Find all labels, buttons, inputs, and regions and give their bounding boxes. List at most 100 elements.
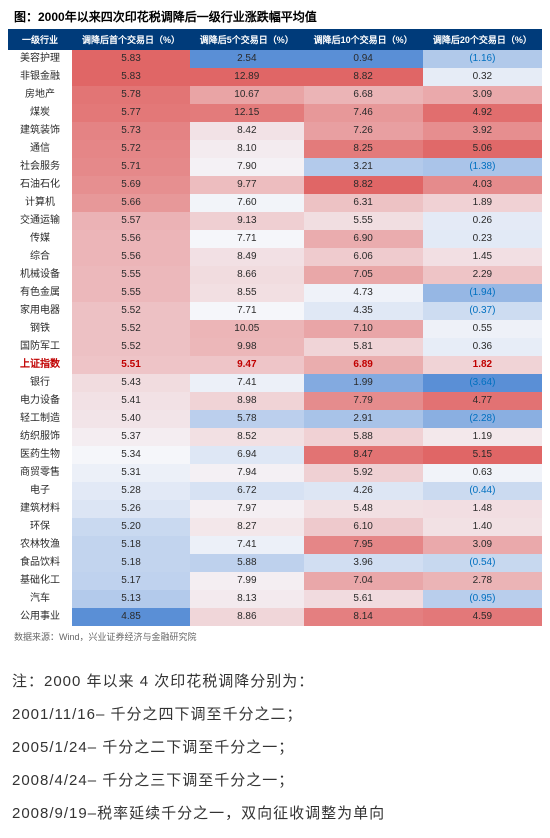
cell: 7.46 (304, 104, 423, 122)
row-label: 建筑材料 (8, 500, 72, 518)
cell: 6.72 (190, 482, 303, 500)
table-row: 交通运输5.579.135.550.26 (8, 212, 542, 230)
row-label: 农林牧渔 (8, 536, 72, 554)
cell: 5.52 (72, 302, 190, 320)
cell: 5.61 (304, 590, 423, 608)
note-line: 2001/11/16– 千分之四下调至千分之二； (12, 698, 538, 731)
row-label: 综合 (8, 248, 72, 266)
cell: 10.05 (190, 320, 303, 338)
cell: 0.36 (423, 338, 542, 356)
cell: 0.94 (304, 50, 423, 68)
cell: 4.73 (304, 284, 423, 302)
cell: 5.13 (72, 590, 190, 608)
table-row: 公用事业4.858.868.144.59 (8, 608, 542, 626)
cell: 8.25 (304, 140, 423, 158)
cell: 4.03 (423, 176, 542, 194)
table-row: 房地产5.7810.676.683.09 (8, 86, 542, 104)
table-row: 建筑装饰5.738.427.263.92 (8, 122, 542, 140)
table-row: 商贸零售5.317.945.920.63 (8, 464, 542, 482)
cell: 5.52 (72, 320, 190, 338)
cell: 8.55 (190, 284, 303, 302)
table-row: 环保5.208.276.101.40 (8, 518, 542, 536)
cell: 5.88 (190, 554, 303, 572)
cell: 1.19 (423, 428, 542, 446)
cell: 6.89 (304, 356, 423, 374)
table-row: 家用电器5.527.714.35(0.37) (8, 302, 542, 320)
cell: 5.17 (72, 572, 190, 590)
row-label: 轻工制造 (8, 410, 72, 428)
cell: 5.71 (72, 158, 190, 176)
note-line: 注：2000 年以来 4 次印花税调降分别为： (12, 665, 538, 698)
table-row: 上证指数5.519.476.891.82 (8, 356, 542, 374)
cell: 7.97 (190, 500, 303, 518)
cell: 2.54 (190, 50, 303, 68)
cell: 1.82 (423, 356, 542, 374)
table-row: 石油石化5.699.778.824.03 (8, 176, 542, 194)
cell: 5.56 (72, 248, 190, 266)
cell: (1.94) (423, 284, 542, 302)
cell: 8.27 (190, 518, 303, 536)
table-row: 建筑材料5.267.975.481.48 (8, 500, 542, 518)
row-label: 食品饮料 (8, 554, 72, 572)
row-label: 通信 (8, 140, 72, 158)
cell: 2.78 (423, 572, 542, 590)
cell: 8.13 (190, 590, 303, 608)
table-row: 社会服务5.717.903.21(1.38) (8, 158, 542, 176)
cell: 6.90 (304, 230, 423, 248)
row-label: 有色金属 (8, 284, 72, 302)
row-label: 石油石化 (8, 176, 72, 194)
row-label: 国防军工 (8, 338, 72, 356)
cell: 9.98 (190, 338, 303, 356)
cell: 3.09 (423, 86, 542, 104)
row-label: 上证指数 (8, 356, 72, 374)
cell: 7.41 (190, 374, 303, 392)
cell: 7.95 (304, 536, 423, 554)
cell: 8.86 (190, 608, 303, 626)
cell: 6.06 (304, 248, 423, 266)
cell: 7.79 (304, 392, 423, 410)
cell: 7.04 (304, 572, 423, 590)
cell: 9.13 (190, 212, 303, 230)
cell: 5.81 (304, 338, 423, 356)
cell: (0.54) (423, 554, 542, 572)
table-row: 煤炭5.7712.157.464.92 (8, 104, 542, 122)
cell: (1.16) (423, 50, 542, 68)
table-row: 电子5.286.724.26(0.44) (8, 482, 542, 500)
cell: 5.56 (72, 230, 190, 248)
cell: 4.92 (423, 104, 542, 122)
cell: 12.89 (190, 68, 303, 86)
cell: 7.10 (304, 320, 423, 338)
cell: 10.67 (190, 86, 303, 104)
cell: 5.26 (72, 500, 190, 518)
note-line: 2008/9/19–税率延续千分之一，双向征收调整为单向 (12, 797, 538, 830)
cell: 5.20 (72, 518, 190, 536)
row-label: 机械设备 (8, 266, 72, 284)
table-header: 一级行业调降后首个交易日（%）调降后5个交易日（%）调降后10个交易日（%）调降… (8, 29, 542, 50)
cell: 2.29 (423, 266, 542, 284)
cell: 0.55 (423, 320, 542, 338)
cell: 1.45 (423, 248, 542, 266)
data-source: 数据来源：Wind，兴业证券经济与金融研究院 (8, 630, 542, 643)
cell: 5.55 (72, 284, 190, 302)
cell: 7.41 (190, 536, 303, 554)
cell: (3.64) (423, 374, 542, 392)
row-label: 电子 (8, 482, 72, 500)
cell: 6.10 (304, 518, 423, 536)
row-label: 环保 (8, 518, 72, 536)
row-label: 美容护理 (8, 50, 72, 68)
cell: 1.48 (423, 500, 542, 518)
table-row: 电力设备5.418.987.794.77 (8, 392, 542, 410)
table-row: 综合5.568.496.061.45 (8, 248, 542, 266)
col-header: 调降后20个交易日（%） (423, 29, 542, 50)
cell: 5.37 (72, 428, 190, 446)
cell: 8.14 (304, 608, 423, 626)
table-row: 银行5.437.411.99(3.64) (8, 374, 542, 392)
row-label: 房地产 (8, 86, 72, 104)
cell: 7.05 (304, 266, 423, 284)
cell: 7.71 (190, 230, 303, 248)
row-label: 交通运输 (8, 212, 72, 230)
row-label: 商贸零售 (8, 464, 72, 482)
cell: 5.51 (72, 356, 190, 374)
row-label: 建筑装饰 (8, 122, 72, 140)
row-label: 传媒 (8, 230, 72, 248)
